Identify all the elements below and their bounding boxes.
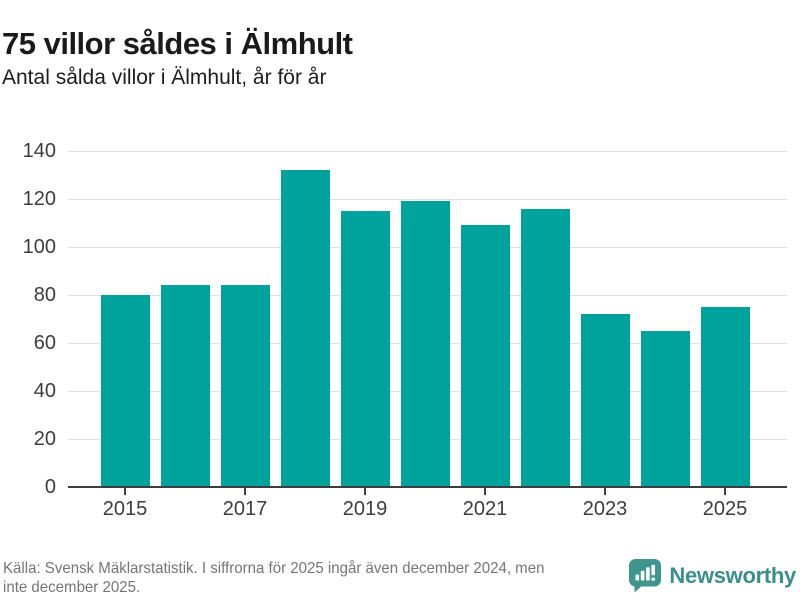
chart-subtitle: Antal sålda villor i Älmhult, år för år — [2, 66, 327, 89]
y-axis-label-60: 60 — [33, 332, 56, 354]
chart-title: 75 villor såldes i Älmhult — [2, 25, 353, 61]
bar-2018 — [280, 170, 330, 487]
bar-2019 — [340, 211, 390, 487]
x-axis-label-2015: 2015 — [102, 498, 148, 520]
x-axis-tick-2023 — [604, 488, 606, 495]
x-axis-tick-2017 — [244, 488, 246, 495]
x-axis-tick-2025 — [724, 488, 726, 495]
x-axis-line — [68, 486, 787, 488]
bar-2024 — [640, 331, 690, 487]
x-axis-label-2017: 2017 — [222, 498, 268, 520]
gridline-120 — [68, 198, 787, 200]
x-axis-tick-2021 — [484, 488, 486, 495]
bar-2017 — [220, 285, 270, 487]
y-axis-label-120: 120 — [22, 188, 56, 210]
newsworthy-logo-icon — [629, 559, 662, 593]
bar-2015 — [100, 295, 150, 487]
source-note-line2: inte december 2025. — [3, 579, 141, 596]
y-axis-label-40: 40 — [33, 380, 56, 402]
bar-2023 — [580, 314, 630, 487]
bar-2021 — [460, 225, 510, 487]
source-note: Källa: Svensk Mäklarstatistik. I siffror… — [3, 559, 544, 597]
bar-2016 — [160, 285, 210, 487]
newsworthy-wordmark: Newsworthy — [669, 562, 796, 588]
source-note-line1: Källa: Svensk Mäklarstatistik. I siffror… — [3, 560, 545, 577]
x-axis-label-2023: 2023 — [582, 498, 628, 520]
y-axis-label-0: 0 — [44, 476, 56, 498]
x-axis-label-2025: 2025 — [702, 498, 748, 520]
bar-2020 — [400, 201, 450, 487]
y-axis-label-20: 20 — [33, 428, 56, 450]
gridline-140 — [68, 150, 787, 152]
newsworthy-brand: Newsworthy — [628, 558, 796, 593]
bar-2022 — [520, 208, 570, 487]
y-axis-label-100: 100 — [22, 236, 56, 258]
bar-2025 — [700, 307, 750, 487]
x-axis-label-2019: 2019 — [342, 498, 388, 520]
x-axis-tick-2015 — [124, 488, 126, 495]
x-axis-tick-2019 — [364, 488, 366, 495]
y-axis-label-140: 140 — [22, 140, 56, 162]
x-axis-label-2021: 2021 — [462, 498, 508, 520]
y-axis-label-80: 80 — [33, 284, 56, 306]
